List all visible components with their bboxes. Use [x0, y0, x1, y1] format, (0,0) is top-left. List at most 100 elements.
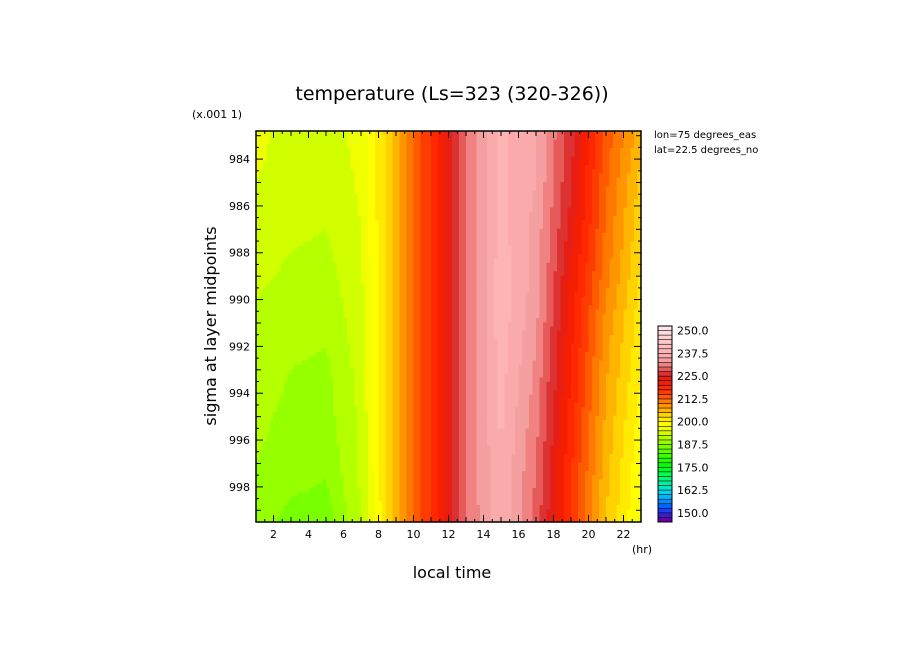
- heatmap-cell: [616, 139, 621, 145]
- heatmap-cell: [371, 160, 376, 166]
- heatmap-cell: [599, 262, 604, 268]
- heatmap-cell: [469, 211, 474, 217]
- heatmap-cell: [378, 309, 383, 315]
- heatmap-cell: [364, 245, 369, 251]
- heatmap-cell: [494, 254, 499, 260]
- heatmap-cell: [256, 139, 261, 145]
- heatmap-cell: [567, 279, 572, 285]
- heatmap-cell: [609, 139, 614, 145]
- heatmap-cell: [627, 143, 632, 149]
- heatmap-cell: [266, 190, 271, 196]
- heatmap-cell: [634, 211, 639, 217]
- heatmap-cell: [277, 296, 282, 302]
- heatmap-cell: [490, 258, 495, 264]
- heatmap-cell: [308, 211, 313, 217]
- heatmap-cell: [606, 160, 611, 166]
- heatmap-cell: [427, 292, 432, 298]
- heatmap-cell: [284, 275, 289, 281]
- heatmap-cell: [616, 169, 621, 175]
- heatmap-cell: [431, 156, 436, 162]
- heatmap-cell: [592, 160, 597, 166]
- heatmap-cell: [263, 245, 268, 251]
- heatmap-cell: [497, 258, 502, 264]
- heatmap-cell: [410, 288, 415, 294]
- heatmap-cell: [539, 258, 544, 264]
- heatmap-cell: [438, 160, 443, 166]
- heatmap-cell: [483, 279, 488, 285]
- heatmap-cell: [508, 220, 513, 226]
- heatmap-cell: [637, 177, 641, 183]
- heatmap-cell: [511, 301, 516, 306]
- heatmap-cell: [585, 173, 590, 179]
- heatmap-cell: [543, 279, 548, 285]
- heatmap-cell: [396, 267, 401, 272]
- heatmap-cell: [448, 220, 453, 226]
- heatmap-cell: [396, 254, 401, 260]
- heatmap-cell: [476, 237, 481, 243]
- heatmap-cell: [602, 254, 607, 260]
- heatmap-cell: [392, 305, 397, 311]
- heatmap-cell: [518, 216, 523, 221]
- heatmap-cell: [515, 245, 520, 251]
- heatmap-cell: [445, 305, 450, 311]
- heatmap-cell: [364, 309, 369, 315]
- heatmap-cell: [375, 275, 380, 281]
- heatmap-cell: [333, 186, 338, 192]
- heatmap-cell: [522, 156, 527, 162]
- heatmap-cell: [445, 190, 450, 196]
- heatmap-cell: [410, 169, 415, 175]
- heatmap-cell: [581, 220, 586, 226]
- heatmap-cell: [553, 271, 558, 277]
- heatmap-cell: [301, 305, 306, 311]
- heatmap-cell: [525, 199, 530, 204]
- heatmap-field: [256, 131, 641, 522]
- heatmap-cell: [385, 233, 390, 238]
- heatmap-cell: [392, 224, 397, 230]
- heatmap-cell: [480, 267, 485, 272]
- heatmap-cell: [259, 207, 264, 213]
- heatmap-cell: [424, 233, 429, 238]
- heatmap-cell: [441, 182, 446, 187]
- heatmap-cell: [469, 199, 474, 204]
- heatmap-cell: [445, 156, 450, 162]
- heatmap-cell: [508, 241, 513, 247]
- heatmap-cell: [616, 160, 621, 166]
- heatmap-cell: [546, 199, 551, 204]
- heatmap-cell: [581, 262, 586, 268]
- heatmap-cell: [532, 190, 537, 196]
- heatmap-cell: [487, 194, 492, 200]
- heatmap-cell: [445, 318, 450, 323]
- heatmap-cell: [518, 156, 523, 162]
- annotation-lon: lon=75 degrees_eas: [654, 130, 756, 141]
- heatmap-cell: [305, 309, 310, 315]
- heatmap-cell: [560, 177, 565, 183]
- heatmap-cell: [473, 220, 478, 226]
- heatmap-cell: [487, 186, 492, 192]
- heatmap-cell: [550, 160, 555, 166]
- heatmap-cell: [343, 309, 348, 315]
- heatmap-cell: [546, 156, 551, 162]
- heatmap-cell: [399, 250, 404, 255]
- heatmap-cell: [529, 296, 534, 302]
- heatmap-cell: [280, 139, 285, 145]
- heatmap-cell: [287, 177, 292, 183]
- heatmap-cell: [350, 207, 355, 213]
- heatmap-cell: [588, 186, 593, 192]
- heatmap-cell: [483, 237, 488, 243]
- heatmap-cell: [259, 284, 264, 289]
- heatmap-cell: [462, 258, 467, 264]
- heatmap-cell: [368, 288, 373, 294]
- heatmap-cell: [532, 186, 537, 192]
- heatmap-cell: [396, 241, 401, 247]
- heatmap-cell: [298, 152, 303, 158]
- heatmap-cell: [623, 262, 628, 268]
- heatmap-cell: [585, 279, 590, 285]
- heatmap-cell: [571, 169, 576, 175]
- heatmap-cell: [413, 131, 418, 136]
- heatmap-cell: [315, 216, 320, 221]
- heatmap-cell: [581, 143, 586, 149]
- heatmap-cell: [354, 194, 359, 200]
- heatmap-cell: [532, 284, 537, 289]
- heatmap-cell: [287, 292, 292, 298]
- heatmap-cell: [357, 262, 362, 268]
